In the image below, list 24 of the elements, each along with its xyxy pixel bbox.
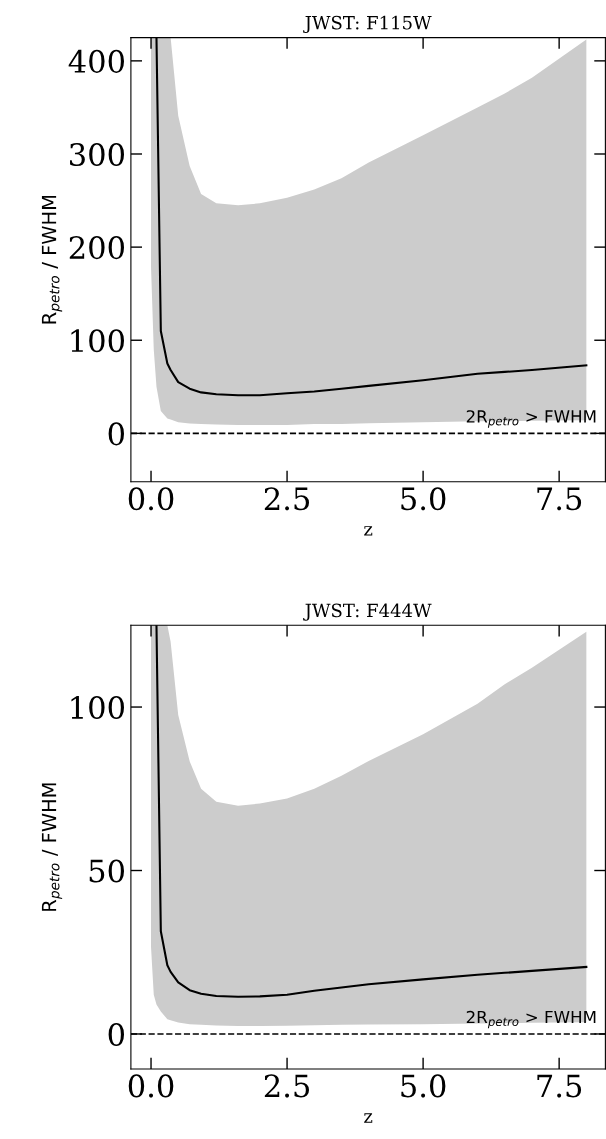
x-tick-label: 2.5 (264, 1074, 310, 1098)
ref-line-label: 2R$_{petro}$ > FWHM (466, 1010, 596, 1029)
x-tick-label: 5.0 (401, 487, 446, 511)
x-axis-title: z (364, 526, 373, 536)
y-tick-label: 0 (108, 1022, 125, 1047)
x-tick-label: 5.0 (401, 1074, 446, 1098)
y-tick-label: 100 (71, 329, 124, 353)
y-axis-title: R$_{petro}$ / FWHM (41, 195, 63, 324)
y-tick-label: 100 (71, 695, 124, 720)
y-tick-label: 50 (89, 859, 125, 883)
chart-title: JWST: F444W (303, 603, 432, 621)
x-tick-label: 7.5 (537, 487, 582, 511)
x-tick-label: 0.0 (128, 487, 174, 511)
y-axis-title: R$_{petro}$ / FWHM (41, 783, 63, 911)
y-tick-label: 0 (108, 422, 125, 446)
x-axis-title: z (364, 1113, 373, 1123)
ref-line-label: 2R$_{petro}$ > FWHM (466, 410, 596, 428)
x-tick-label: 7.5 (537, 1074, 582, 1098)
y-tick-label: 200 (69, 236, 124, 260)
x-tick-label: 2.5 (264, 487, 310, 511)
chart-title: JWST: F115W (303, 15, 432, 34)
y-tick-label: 400 (68, 49, 124, 73)
y-tick-label: 300 (70, 142, 124, 167)
x-tick-label: 0.0 (128, 1074, 174, 1098)
